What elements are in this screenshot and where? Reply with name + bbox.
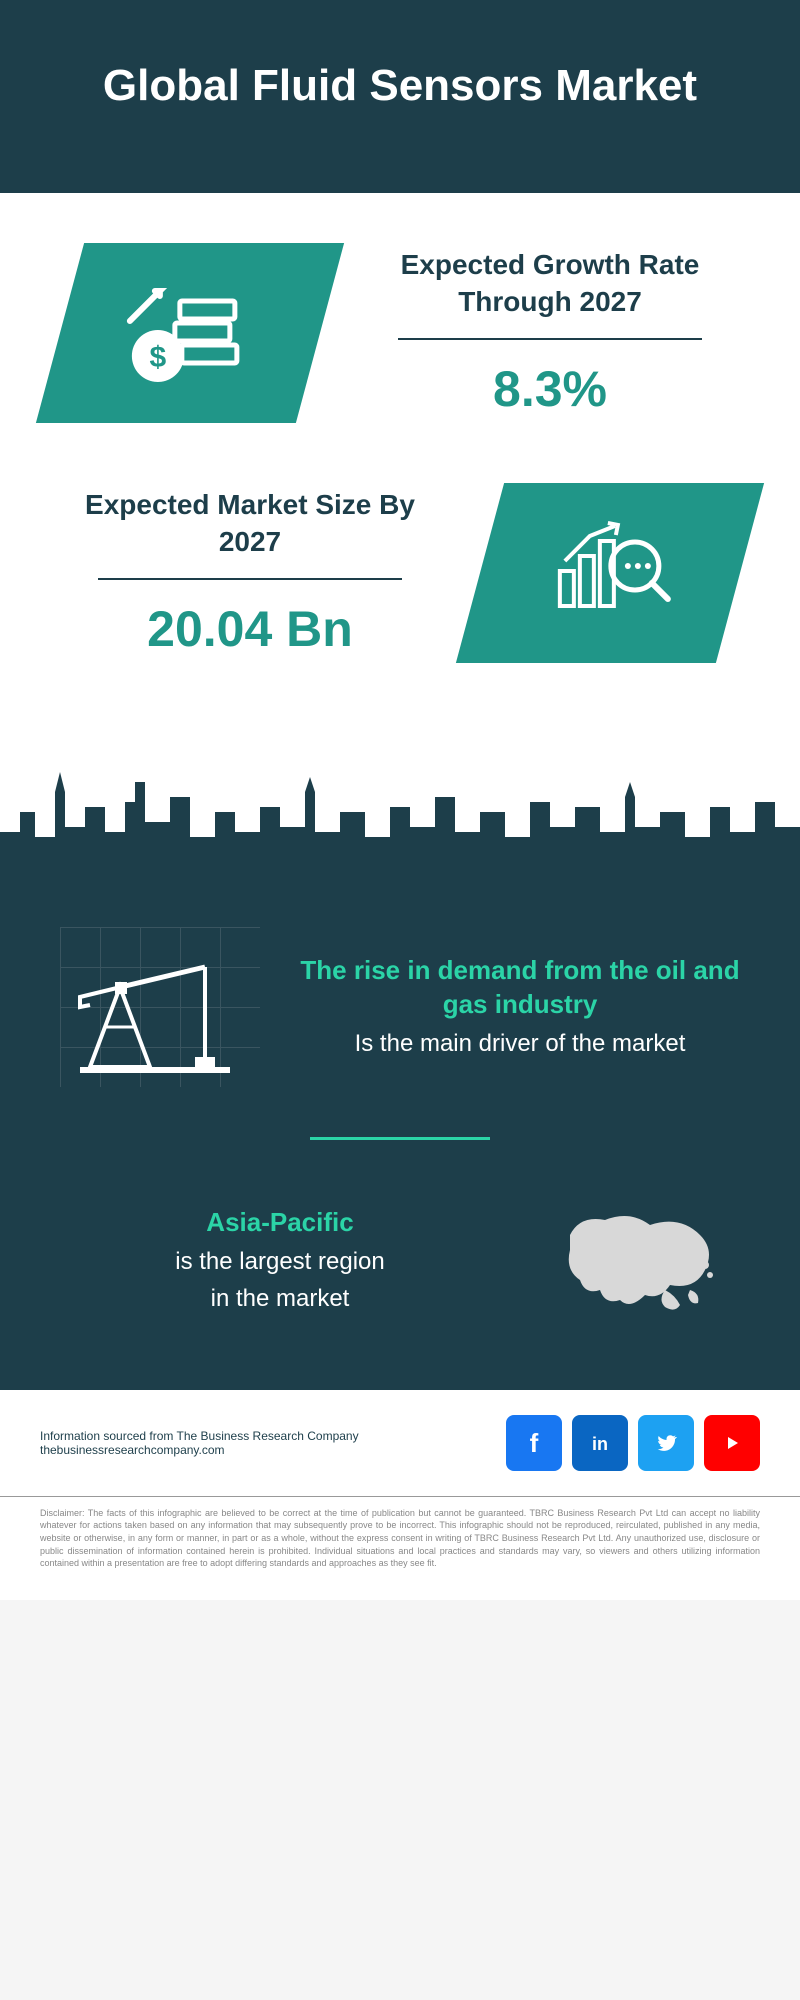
market-size-label: Expected Market Size By 2027 xyxy=(60,487,440,560)
growth-label: Expected Growth Rate Through 2027 xyxy=(360,247,740,320)
growth-icon-box: $ xyxy=(36,243,344,423)
skyline-section: The rise in demand from the oil and gas … xyxy=(0,753,800,1390)
stats-section: $ Expected Growth Rate Through 2027 8.3%… xyxy=(0,193,800,753)
header-banner: Global Fluid Sensors Market xyxy=(0,0,800,193)
growth-text-block: Expected Growth Rate Through 2027 8.3% xyxy=(360,247,740,418)
dark-content-section: The rise in demand from the oil and gas … xyxy=(0,897,800,1390)
disclaimer-text: Disclaimer: The facts of this infographi… xyxy=(40,1507,760,1570)
svg-text:f: f xyxy=(530,1428,539,1458)
footer-url: thebusinessresearchcompany.com xyxy=(40,1443,359,1457)
market-size-text-block: Expected Market Size By 2027 20.04 Bn xyxy=(60,487,440,658)
svg-text:$: $ xyxy=(150,340,167,373)
growth-divider xyxy=(398,338,702,340)
driver-text-block: The rise in demand from the oil and gas … xyxy=(300,954,740,1059)
money-growth-icon: $ xyxy=(120,270,260,395)
market-icon-box xyxy=(456,483,764,663)
driver-subtext: Is the main driver of the market xyxy=(300,1028,740,1059)
footer-text: Information sourced from The Business Re… xyxy=(40,1429,359,1457)
svg-text:in: in xyxy=(592,1434,608,1454)
market-size-divider xyxy=(98,578,402,580)
region-subtext-2: in the market xyxy=(60,1283,500,1314)
footer-bar: Information sourced from The Business Re… xyxy=(0,1390,800,1496)
region-row: Asia-Pacific is the largest region in th… xyxy=(60,1190,740,1330)
main-title: Global Fluid Sensors Market xyxy=(40,60,760,113)
region-subtext-1: is the largest region xyxy=(60,1246,500,1277)
growth-value: 8.3% xyxy=(360,360,740,418)
teal-separator xyxy=(310,1137,490,1140)
infographic-container: Global Fluid Sensors Market $ Expected G… xyxy=(0,0,800,1600)
footer-source: Information sourced from The Business Re… xyxy=(40,1429,359,1443)
driver-highlight: The rise in demand from the oil and gas … xyxy=(300,954,740,1022)
disclaimer-section: Disclaimer: The facts of this infographi… xyxy=(0,1496,800,1600)
market-size-value: 20.04 Bn xyxy=(60,600,440,658)
linkedin-icon[interactable]: in xyxy=(572,1415,628,1471)
growth-rate-row: $ Expected Growth Rate Through 2027 8.3% xyxy=(60,243,740,423)
youtube-icon[interactable] xyxy=(704,1415,760,1471)
region-text-block: Asia-Pacific is the largest region in th… xyxy=(60,1206,500,1314)
social-icons-row: f in xyxy=(506,1415,760,1471)
oil-pump-icon-box xyxy=(60,927,260,1087)
asia-map-icon xyxy=(540,1190,740,1330)
market-size-row: Expected Market Size By 2027 20.04 Bn xyxy=(60,483,740,663)
oil-pump-icon xyxy=(60,927,260,1087)
city-skyline-icon xyxy=(0,752,800,892)
region-highlight: Asia-Pacific xyxy=(60,1206,500,1240)
driver-row: The rise in demand from the oil and gas … xyxy=(60,927,740,1087)
twitter-icon[interactable] xyxy=(638,1415,694,1471)
analytics-icon xyxy=(540,510,680,635)
facebook-icon[interactable]: f xyxy=(506,1415,562,1471)
